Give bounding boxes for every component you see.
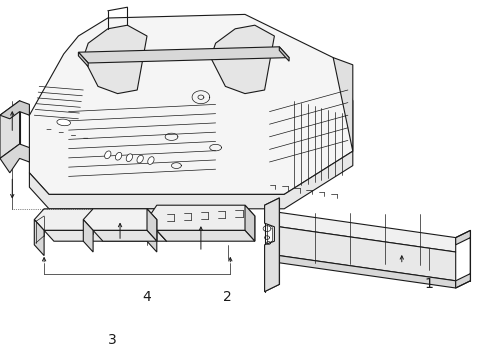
Polygon shape — [147, 205, 255, 241]
Ellipse shape — [105, 151, 111, 159]
Polygon shape — [265, 198, 279, 292]
Polygon shape — [279, 47, 289, 61]
Polygon shape — [279, 256, 456, 288]
Polygon shape — [279, 212, 456, 252]
Polygon shape — [456, 230, 470, 288]
Polygon shape — [147, 209, 157, 241]
Ellipse shape — [126, 154, 132, 162]
Polygon shape — [29, 14, 353, 194]
Polygon shape — [93, 230, 157, 241]
Polygon shape — [44, 230, 167, 241]
Polygon shape — [83, 209, 157, 241]
Polygon shape — [83, 25, 147, 94]
Polygon shape — [0, 101, 29, 119]
Text: 4: 4 — [4, 137, 13, 151]
Ellipse shape — [137, 155, 143, 163]
Polygon shape — [333, 58, 353, 151]
Polygon shape — [78, 47, 289, 63]
Polygon shape — [0, 101, 20, 158]
Text: 2: 2 — [223, 290, 232, 304]
Polygon shape — [279, 227, 456, 281]
Polygon shape — [29, 151, 353, 209]
Polygon shape — [0, 144, 29, 173]
Polygon shape — [34, 209, 167, 241]
Text: 4: 4 — [143, 290, 151, 304]
Polygon shape — [211, 25, 274, 94]
Polygon shape — [34, 220, 44, 256]
Polygon shape — [78, 52, 88, 67]
Ellipse shape — [148, 157, 154, 165]
Polygon shape — [147, 220, 157, 252]
Text: 1: 1 — [424, 278, 433, 291]
Polygon shape — [83, 220, 93, 252]
Polygon shape — [157, 230, 255, 241]
Ellipse shape — [116, 152, 122, 160]
Polygon shape — [157, 209, 167, 241]
Ellipse shape — [57, 119, 71, 126]
Polygon shape — [245, 205, 255, 241]
Text: 3: 3 — [108, 333, 117, 347]
